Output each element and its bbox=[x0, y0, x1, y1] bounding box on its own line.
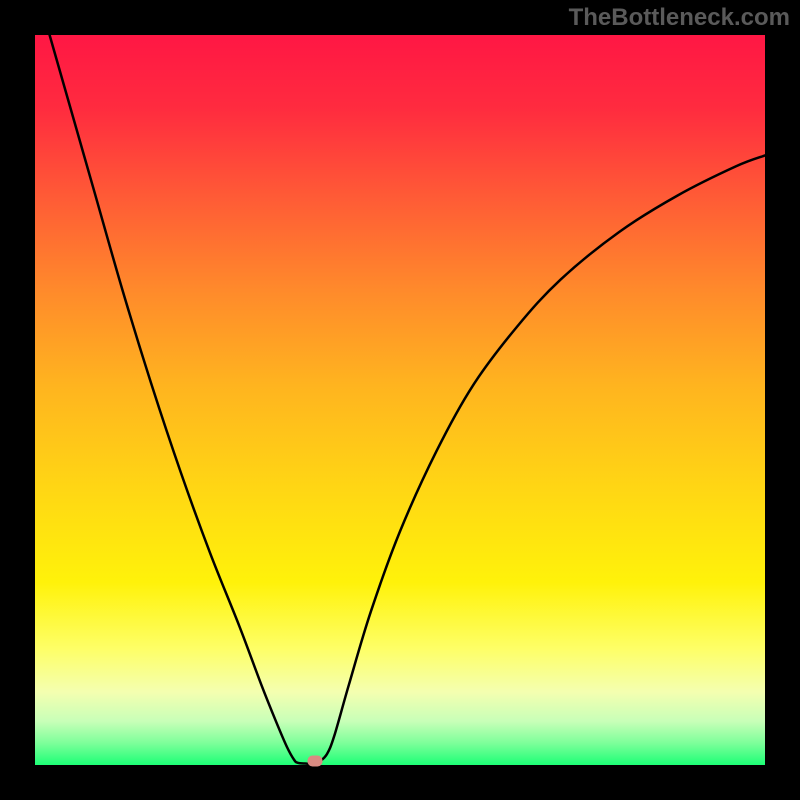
optimum-marker bbox=[307, 756, 322, 767]
plot-area bbox=[35, 35, 765, 765]
bottleneck-curve bbox=[35, 35, 765, 765]
watermark-text: TheBottleneck.com bbox=[569, 4, 790, 32]
chart-frame: TheBottleneck.com bbox=[0, 0, 800, 800]
